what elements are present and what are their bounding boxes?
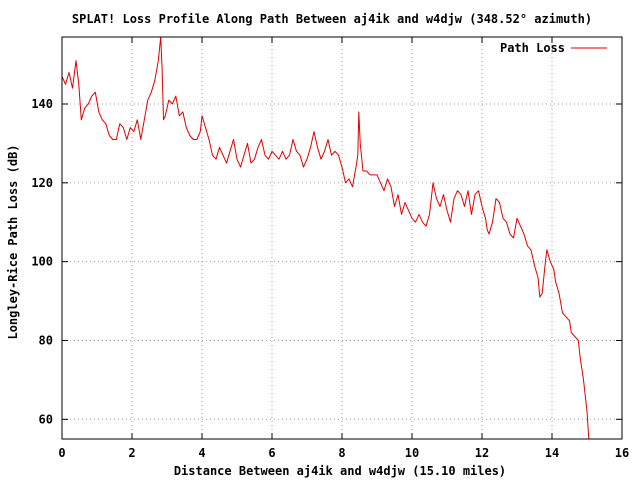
x-tick-label: 2 bbox=[128, 446, 135, 460]
x-axis-label: Distance Between aj4ik and w4djw (15.10 … bbox=[174, 464, 506, 478]
chart-title: SPLAT! Loss Profile Along Path Between a… bbox=[72, 12, 592, 26]
y-tick-label: 120 bbox=[31, 176, 53, 190]
x-tick-label: 12 bbox=[475, 446, 489, 460]
x-tick-labels: 0 2 4 6 8 10 12 14 16 bbox=[58, 446, 629, 460]
y-tick-label: 100 bbox=[31, 255, 53, 269]
x-tick-label: 14 bbox=[545, 446, 559, 460]
y-tick-label: 60 bbox=[39, 412, 53, 426]
grid-lines bbox=[62, 37, 622, 439]
y-tick-labels: 60 80 100 120 140 bbox=[31, 97, 53, 426]
y-tick-label: 140 bbox=[31, 97, 53, 111]
x-tick-label: 6 bbox=[268, 446, 275, 460]
y-tick-label: 80 bbox=[39, 333, 53, 347]
legend-label: Path Loss bbox=[500, 41, 565, 55]
y-axis-label: Longley-Rice Path Loss (dB) bbox=[6, 144, 20, 339]
x-tick-label: 8 bbox=[338, 446, 345, 460]
x-tick-label: 0 bbox=[58, 446, 65, 460]
legend: Path Loss bbox=[500, 41, 607, 55]
series-layer bbox=[61, 36, 590, 440]
x-tick-label: 4 bbox=[198, 446, 205, 460]
series-line-path-loss bbox=[61, 36, 590, 440]
plot-frame bbox=[61, 36, 623, 440]
x-tick-label: 10 bbox=[405, 446, 419, 460]
x-tick-label: 16 bbox=[615, 446, 629, 460]
